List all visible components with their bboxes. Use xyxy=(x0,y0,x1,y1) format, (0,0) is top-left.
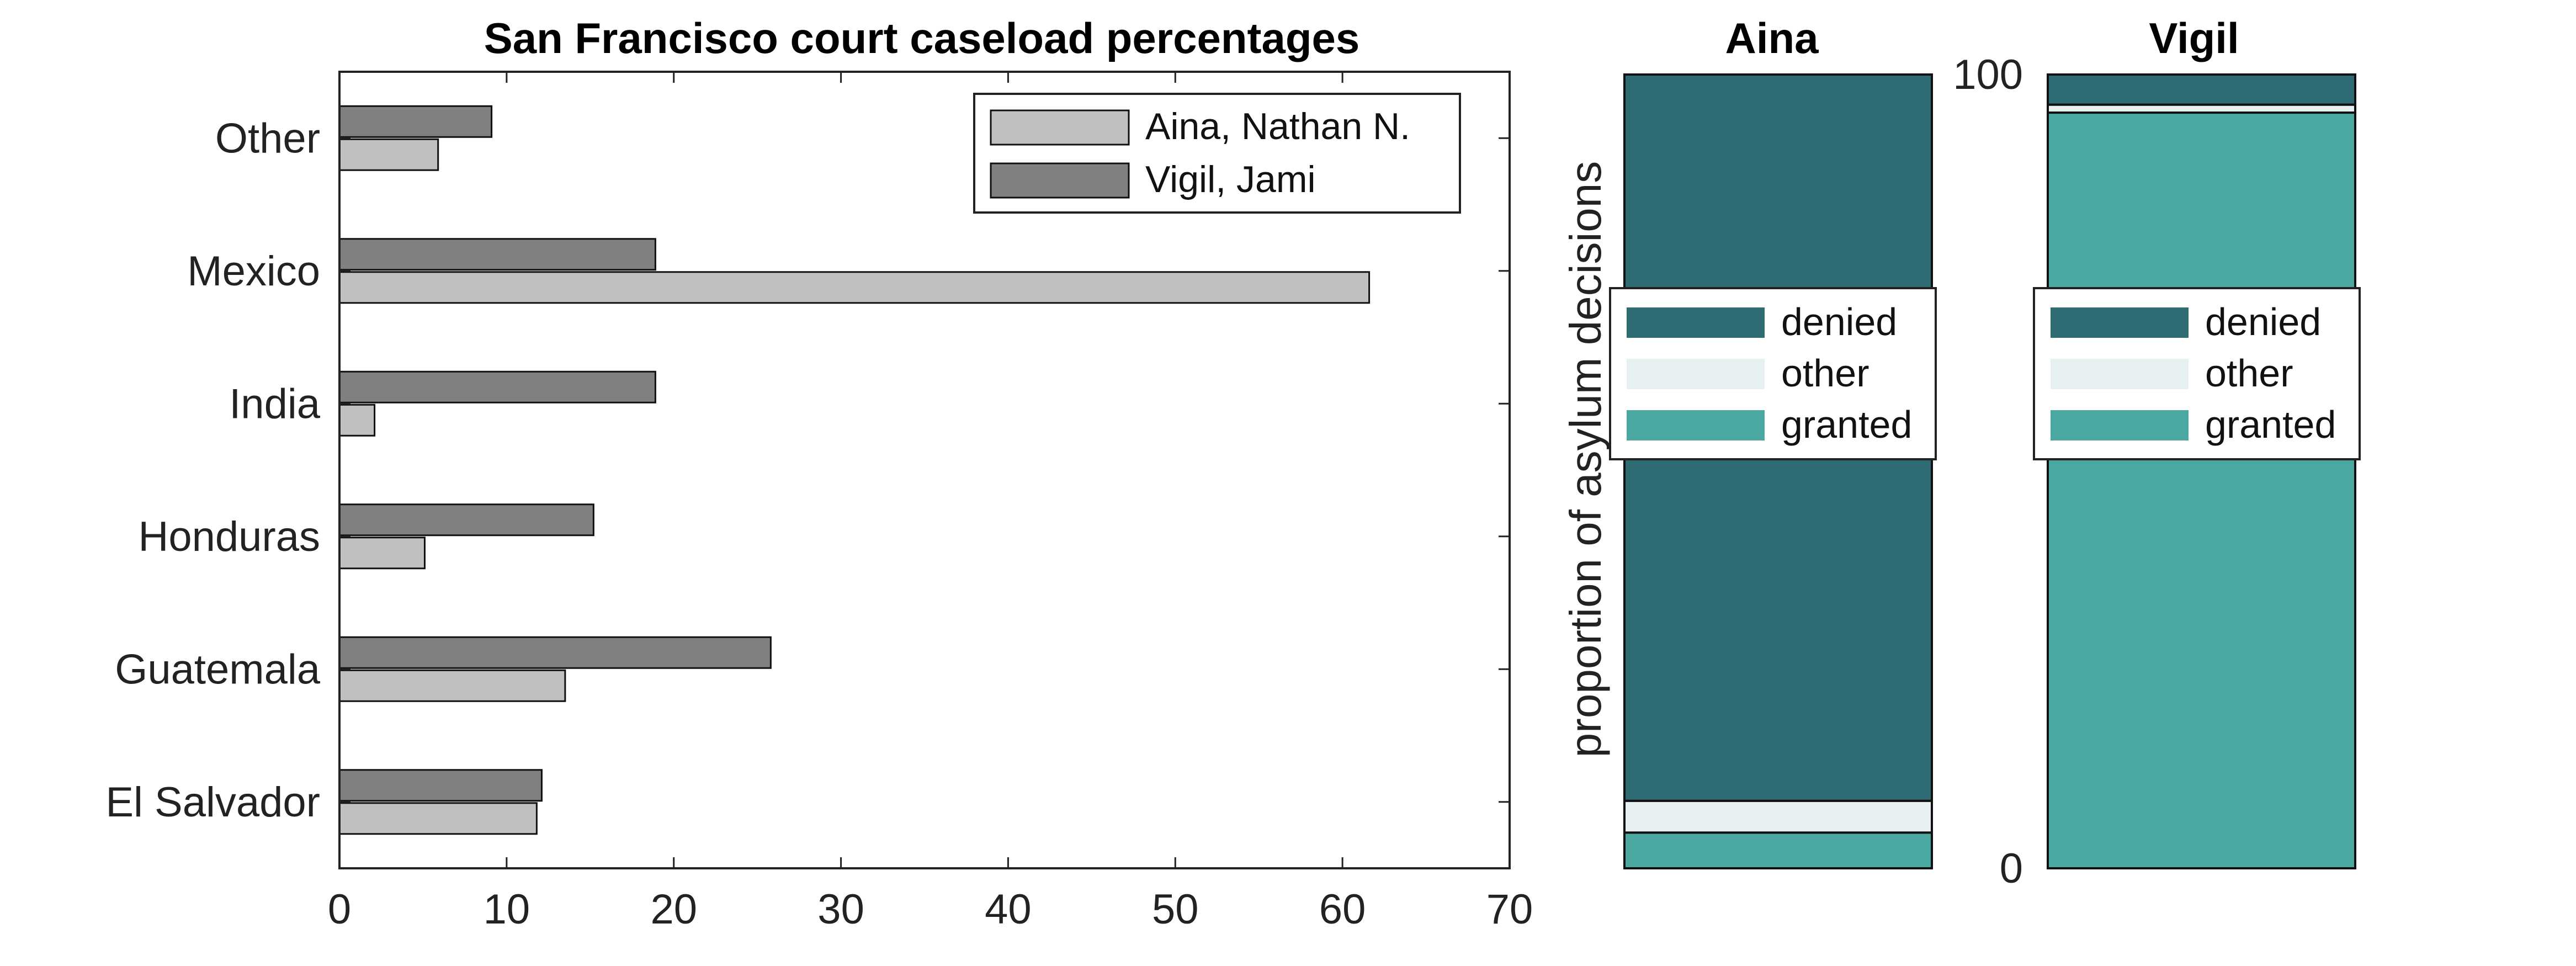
segment-other xyxy=(2047,103,2356,114)
bar-frame xyxy=(2047,73,2356,869)
legend-swatch-other xyxy=(2051,359,2189,389)
segment-other xyxy=(1623,799,1933,834)
aina-title: Aina xyxy=(1725,14,1819,62)
bar-aina-nathan-n-guatemala xyxy=(338,669,566,702)
legend-label-granted: granted xyxy=(2205,403,2336,446)
legend-swatch-denied xyxy=(2051,307,2189,338)
y-tick-label: 100 xyxy=(1953,51,2023,98)
x-tick-label: 0 xyxy=(328,886,351,933)
plot-frame xyxy=(338,71,1511,869)
y-tick-label-el-salvador: El Salvador xyxy=(105,779,320,826)
legend-label-denied: denied xyxy=(1781,300,1897,343)
legend-swatch-granted xyxy=(2051,410,2189,440)
x-tick-label: 30 xyxy=(817,886,864,933)
legend-label-other: other xyxy=(1781,352,1869,395)
bar-vigil-jami-other xyxy=(338,105,493,138)
bar-aina-nathan-n-other xyxy=(338,138,439,171)
legend-swatch-denied xyxy=(1627,307,1765,338)
segment-granted xyxy=(1623,831,1933,870)
segment-denied xyxy=(2047,73,2356,106)
bar-frame xyxy=(1623,73,1933,869)
chart-title: San Francisco court caseload percentages xyxy=(484,14,1360,62)
x-tick-label: 20 xyxy=(650,886,697,933)
legend-swatch-vigil-jami xyxy=(990,162,1130,199)
legend-label-denied: denied xyxy=(2205,300,2321,343)
aina-legend: denied other granted xyxy=(1609,287,1937,460)
legend-swatch-aina-nathan-n xyxy=(990,109,1130,146)
y-tick-label-honduras: Honduras xyxy=(138,513,320,560)
chart-legend: Aina, Nathan N. Vigil, Jami xyxy=(973,93,1461,214)
caseload-bar-chart: San Francisco court caseload percentages… xyxy=(105,14,1533,933)
y-tick-label-guatemala: Guatemala xyxy=(115,646,320,693)
y-tick-label-india: India xyxy=(229,380,321,427)
legend-swatch-other xyxy=(1627,359,1765,389)
bar-aina-nathan-n-mexico xyxy=(338,271,1371,304)
legend-label-granted: granted xyxy=(1781,403,1912,446)
segment-granted xyxy=(2047,112,2356,869)
y-axis-label: proportion of asylum decisions xyxy=(1561,161,1610,758)
aina-decisions-chart: Aina proportion of asylum decisions deni… xyxy=(1561,14,1937,870)
x-tick-label: 10 xyxy=(484,886,530,933)
bar-vigil-jami-honduras xyxy=(338,503,594,537)
bar-aina-nathan-n-honduras xyxy=(338,537,426,570)
y-tick-label-mexico: Mexico xyxy=(187,248,320,295)
x-tick-label: 40 xyxy=(985,886,1032,933)
y-tick-label: 0 xyxy=(2000,845,2023,892)
bar-aina-nathan-n-el-salvador xyxy=(338,802,538,835)
bar-vigil-jami-guatemala xyxy=(338,636,772,669)
x-tick-label: 70 xyxy=(1486,886,1533,933)
legend-label-other: other xyxy=(2205,352,2293,395)
bar-aina-nathan-n-india xyxy=(338,404,376,437)
legend-swatch-granted xyxy=(1627,410,1765,440)
vigil-title: Vigil xyxy=(2149,14,2239,62)
vigil-legend: denied other granted xyxy=(2033,287,2361,460)
bar-vigil-jami-india xyxy=(338,370,656,404)
legend-label-vigil-jami: Vigil, Jami xyxy=(1145,158,1316,200)
y-tick-label-other: Other xyxy=(215,115,320,162)
x-tick-label: 50 xyxy=(1152,886,1199,933)
x-tick-label: 60 xyxy=(1319,886,1366,933)
legend-label-aina-nathan-n: Aina, Nathan N. xyxy=(1145,105,1410,147)
bar-vigil-jami-el-salvador xyxy=(338,769,543,802)
vigil-decisions-chart: Vigil 0 100 denied other granted xyxy=(1953,14,2361,892)
bar-vigil-jami-mexico xyxy=(338,238,656,271)
